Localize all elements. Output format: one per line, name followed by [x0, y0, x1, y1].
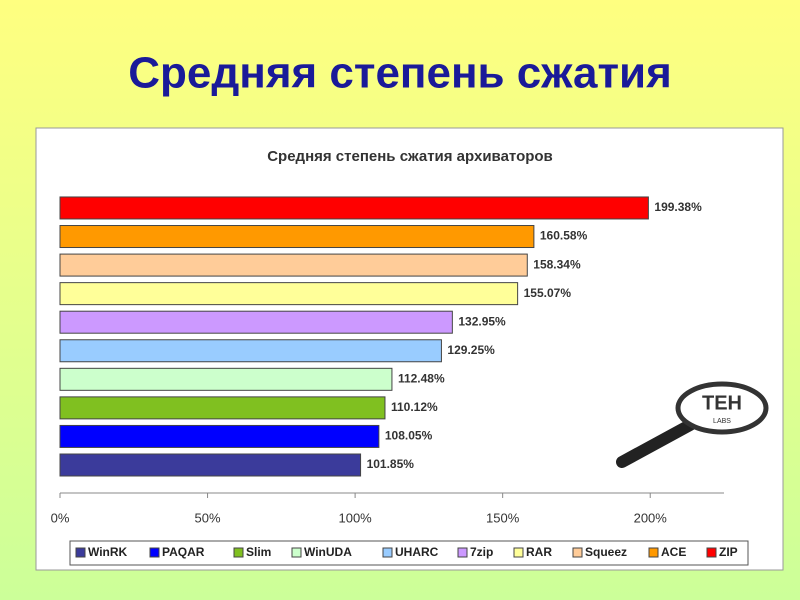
- slide-title: Средняя степень сжатия: [128, 49, 672, 98]
- legend-swatch: [572, 547, 583, 558]
- legend-swatch: [706, 547, 717, 558]
- bar: [59, 225, 535, 249]
- logo-text: TEH: [702, 392, 742, 414]
- legend-swatch: [457, 547, 468, 558]
- value-label: 110.12%: [391, 400, 438, 414]
- legend-swatch: [291, 547, 302, 558]
- legend-swatch: [648, 547, 659, 558]
- logo-handle: [616, 419, 696, 468]
- logo-lens: [675, 381, 769, 435]
- legend-label: UHARC: [395, 545, 439, 559]
- value-label: 129.25%: [447, 343, 495, 357]
- legend-label: Squeez: [585, 545, 627, 559]
- x-tick-label: 200%: [634, 510, 668, 525]
- chart-title: Средняя степень сжатия архиваторов: [267, 148, 553, 165]
- legend-label: Slim: [246, 545, 271, 559]
- legend-swatch: [513, 547, 524, 558]
- bar: [59, 282, 519, 306]
- legend-label: 7zip: [470, 545, 493, 559]
- bar: [59, 396, 386, 420]
- x-tick-label: 100%: [338, 510, 372, 525]
- bar: [59, 196, 649, 220]
- bar: [59, 310, 453, 334]
- value-label: 108.05%: [385, 429, 433, 443]
- value-label: 158.34%: [533, 257, 581, 271]
- value-label: 155.07%: [524, 286, 572, 300]
- legend-label: PAQAR: [162, 545, 205, 559]
- bar: [59, 253, 528, 277]
- legend-swatch: [233, 547, 244, 558]
- x-tick-label: 0%: [51, 510, 70, 525]
- legend-label: ZIP: [719, 545, 738, 559]
- legend-swatch: [149, 547, 160, 558]
- bar: [59, 453, 362, 477]
- logo: TEH LABS: [616, 381, 769, 468]
- bar: [59, 367, 393, 391]
- value-label: 112.48%: [398, 371, 445, 385]
- value-label: 160.58%: [540, 229, 588, 243]
- legend-label: WinUDA: [304, 545, 352, 559]
- x-tick-label: 150%: [486, 510, 520, 525]
- x-tick-label: 50%: [195, 510, 221, 525]
- legend-swatch: [75, 547, 86, 558]
- legend-label: ACE: [661, 545, 686, 559]
- logo-subtext: LABS: [713, 418, 731, 425]
- legend-label: WinRK: [88, 545, 128, 559]
- legend-label: RAR: [526, 545, 552, 559]
- value-label: 132.95%: [458, 314, 506, 328]
- value-label: 199.38%: [654, 200, 702, 214]
- legend: [69, 540, 749, 566]
- value-label: 101.85%: [367, 457, 415, 471]
- bar: [59, 339, 442, 363]
- legend-swatch: [382, 547, 393, 558]
- bar: [59, 424, 380, 448]
